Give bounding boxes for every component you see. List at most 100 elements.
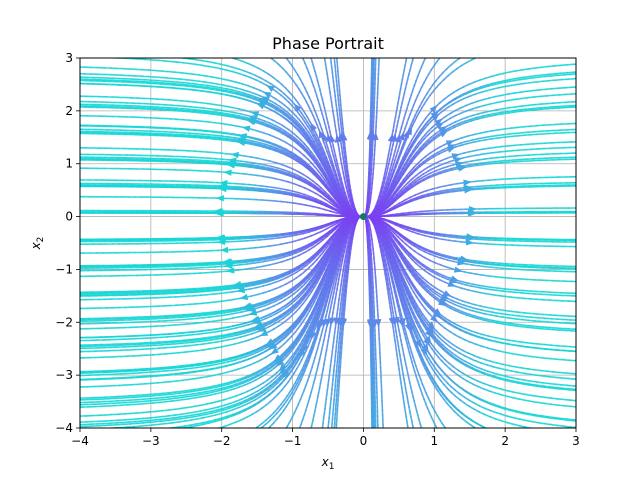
streamline-segment (181, 81, 190, 85)
streamline-segment (189, 423, 198, 426)
streamline-segment (211, 337, 220, 341)
streamline-segment (201, 289, 210, 292)
streamline-segment (313, 297, 318, 304)
streamline-segment (271, 103, 279, 109)
streamline-segment (226, 408, 234, 413)
streamline-segment (265, 102, 273, 107)
streamline-segment (197, 412, 205, 416)
streamline-segment (321, 279, 326, 286)
streamline-segment (215, 134, 223, 137)
streamline-segment (282, 318, 289, 324)
streamline-segment (277, 256, 285, 260)
streamline-segment (188, 303, 197, 306)
streamline-segment (194, 134, 203, 137)
streamline-segment (289, 306, 296, 312)
streamline-segment (180, 406, 189, 410)
streamline-segment (208, 310, 217, 314)
streamline-segment (183, 338, 191, 342)
streamline-segment (190, 339, 199, 342)
streamline-segment (267, 124, 276, 128)
streamline-segment (219, 371, 227, 375)
streamline-segment (202, 394, 211, 398)
streamline-segment (267, 328, 275, 333)
streamline-segment (302, 261, 309, 267)
streamline-segment (255, 369, 263, 375)
streamline-segment (224, 285, 233, 288)
streamline-segment (232, 386, 240, 390)
streamline-segment (276, 378, 283, 385)
streamline-segment (253, 303, 261, 307)
streamline-segment (273, 186, 282, 190)
streamline-segment (281, 149, 289, 154)
streamline-segment (164, 346, 173, 349)
streamline-segment (302, 195, 310, 199)
streamline-segment (244, 267, 252, 271)
streamline-segment (257, 371, 264, 376)
streamline-segment (233, 401, 241, 406)
streamline-segment (162, 80, 171, 83)
streamline-segment (216, 335, 224, 339)
streamline-segment (323, 163, 328, 170)
streamline-segment (213, 85, 222, 89)
streamline-segment (171, 368, 180, 372)
streamline-segment (277, 294, 285, 299)
streamline-segment (200, 135, 209, 138)
streamline-segment (229, 334, 238, 338)
streamline-segment (174, 323, 183, 326)
streamline-segment (178, 391, 186, 395)
streamline-segment (136, 394, 145, 397)
streamline-segment (135, 398, 144, 401)
streamline-segment (301, 128, 307, 135)
streamline-segment (304, 178, 312, 184)
streamline-segment (219, 86, 228, 90)
streamline-segment (237, 163, 245, 166)
streamline-segment (314, 185, 321, 191)
streamline-segment (292, 116, 298, 122)
streamline-segment (226, 123, 235, 127)
streamline-segment (248, 361, 256, 366)
streamline-segment (133, 403, 141, 406)
streamline-segment (289, 347, 295, 354)
streamline-segment (320, 234, 327, 240)
streamline-segment (223, 335, 232, 339)
streamline-segment (307, 136, 313, 143)
streamline-segment (305, 310, 311, 317)
streamline-segment (284, 380, 290, 387)
streamline-segment (290, 116, 296, 123)
streamline-segment (179, 78, 188, 81)
streamline-segment (276, 167, 285, 171)
streamline-segment (321, 268, 326, 275)
streamline-segment (162, 398, 171, 401)
streamline-segment (293, 368, 298, 375)
streamline-segment (230, 356, 238, 360)
streamline-segment (219, 299, 228, 303)
streamline-segment (215, 345, 223, 349)
streamline-segment (284, 365, 290, 372)
streamline-segment (305, 290, 311, 297)
streamline-segment (283, 131, 291, 137)
streamline-segment (204, 389, 213, 393)
streamline-segment (293, 302, 300, 308)
streamline-segment (191, 79, 200, 82)
streamline-segment (257, 143, 265, 147)
streamline-segment (231, 368, 239, 372)
streamline-segment (303, 314, 308, 321)
streamline-segment (281, 170, 290, 175)
streamline-segment (212, 319, 221, 323)
streamline-segment (227, 110, 236, 114)
streamline-segment (139, 424, 148, 427)
streamline-segment (284, 191, 292, 194)
streamline-segment (317, 250, 323, 256)
streamline-segment (263, 302, 272, 307)
streamline-segment (305, 149, 311, 155)
streamline-segment (324, 242, 330, 248)
streamline-segment (161, 409, 170, 412)
streamline-segment (232, 411, 240, 416)
streamline-segment (219, 160, 228, 163)
streamline-segment (205, 287, 214, 290)
streamline-segment (183, 424, 192, 427)
streamline-segment (179, 334, 188, 337)
streamline-segment (327, 195, 333, 201)
streamline-segment (279, 105, 286, 111)
streamline-segment (219, 112, 228, 115)
